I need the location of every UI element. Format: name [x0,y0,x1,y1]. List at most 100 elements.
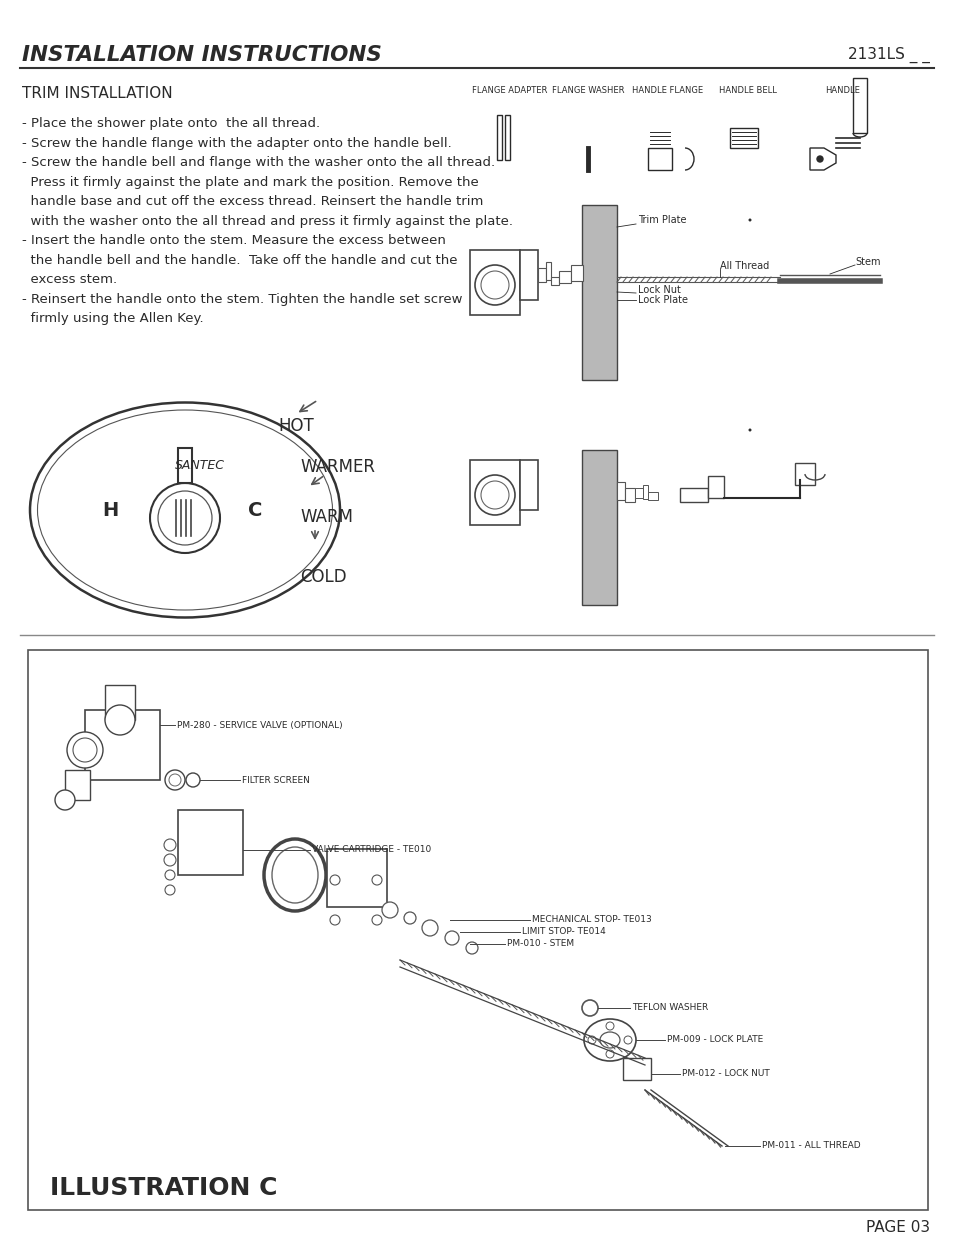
Bar [327,848,387,906]
Bar [65,769,90,800]
Text: INSTALLATION INSTRUCTIONS: INSTALLATION INSTRUCTIONS [22,44,381,65]
Bar [551,277,558,285]
Bar [537,268,545,282]
Text: PM-012 - LOCK NUT: PM-012 - LOCK NUT [681,1070,769,1078]
Bar [85,710,160,781]
Circle shape [165,769,185,790]
Text: FILTER SCREEN: FILTER SCREEN [242,776,310,784]
Bar [622,1058,650,1079]
Bar [571,266,582,282]
Text: PAGE 03: PAGE 03 [865,1220,929,1235]
Text: Lock Plate: Lock Plate [638,295,687,305]
Bar [519,249,537,300]
Text: WARM: WARM [299,508,353,526]
Bar [852,78,866,133]
Text: - Reinsert the handle onto the stem. Tighten the handle set screw: - Reinsert the handle onto the stem. Tig… [22,293,462,305]
Bar [642,485,647,499]
Text: FLANGE WASHER: FLANGE WASHER [551,86,623,95]
Text: HANDLE BELL: HANDLE BELL [719,86,776,95]
Bar [624,488,635,501]
Circle shape [165,885,174,895]
Bar [647,492,658,500]
Text: - Screw the handle flange with the adapter onto the handle bell.: - Screw the handle flange with the adapt… [22,137,452,149]
Text: 2131LS _ _: 2131LS _ _ [847,47,929,63]
Ellipse shape [599,1032,619,1049]
Text: Stem: Stem [854,257,880,267]
Circle shape [372,876,381,885]
Bar [707,475,723,498]
Text: HANDLE FLANGE: HANDLE FLANGE [632,86,702,95]
Circle shape [164,853,175,866]
Circle shape [444,931,458,945]
Text: - Insert the handle onto the stem. Measure the excess between: - Insert the handle onto the stem. Measu… [22,233,445,247]
Circle shape [330,915,339,925]
Bar [497,115,501,161]
Bar [581,450,617,605]
Bar [558,270,571,283]
Bar [581,205,617,380]
Bar [617,482,624,500]
Bar [519,459,537,510]
Text: PM-009 - LOCK PLATE: PM-009 - LOCK PLATE [666,1035,762,1045]
Bar [504,115,510,161]
Bar [679,488,707,501]
Circle shape [67,732,103,768]
Circle shape [165,869,174,881]
Text: WARMER: WARMER [299,458,375,475]
Circle shape [748,429,751,431]
Text: HOT: HOT [277,417,314,435]
Text: - Screw the handle bell and flange with the washer onto the all thread.: - Screw the handle bell and flange with … [22,156,495,169]
Text: H: H [102,500,118,520]
Text: FLANGE ADAPTER: FLANGE ADAPTER [472,86,547,95]
Text: All Thread: All Thread [720,261,768,270]
Circle shape [605,1023,614,1030]
Circle shape [372,915,381,925]
Text: the handle bell and the handle.  Take off the handle and cut the: the handle bell and the handle. Take off… [22,253,457,267]
Text: MECHANICAL STOP- TE013: MECHANICAL STOP- TE013 [532,915,651,925]
Bar [545,262,551,280]
Text: TEFLON WASHER: TEFLON WASHER [631,1004,707,1013]
Circle shape [164,839,175,851]
Circle shape [330,876,339,885]
Text: SANTEC: SANTEC [174,458,225,472]
Text: with the washer onto the all thread and press it firmly against the plate.: with the washer onto the all thread and … [22,215,513,227]
Circle shape [465,942,477,953]
Circle shape [605,1050,614,1058]
Text: C: C [248,500,262,520]
Circle shape [55,790,75,810]
Bar [470,249,519,315]
Text: excess stem.: excess stem. [22,273,117,287]
Text: PM-010 - STEM: PM-010 - STEM [506,940,574,948]
Circle shape [105,705,135,735]
Bar [729,128,758,148]
Circle shape [587,1036,596,1044]
Circle shape [169,774,181,785]
Bar [178,810,243,876]
Text: LIMIT STOP- TE014: LIMIT STOP- TE014 [521,927,605,936]
Circle shape [381,902,397,918]
Bar [470,459,519,525]
Circle shape [403,911,416,924]
Ellipse shape [583,1019,636,1061]
Circle shape [623,1036,631,1044]
Circle shape [73,739,97,762]
Bar [28,650,927,1210]
Text: Press it firmly against the plate and mark the position. Remove the: Press it firmly against the plate and ma… [22,175,478,189]
Polygon shape [809,148,835,170]
Text: HANDLE: HANDLE [824,86,860,95]
Bar [105,685,135,720]
Text: COLD: COLD [299,568,346,585]
Bar [178,448,192,483]
Polygon shape [647,148,671,170]
Circle shape [581,1000,598,1016]
Text: VALVE CARTRIDGE - TE010: VALVE CARTRIDGE - TE010 [312,846,431,855]
Text: PM-280 - SERVICE VALVE (OPTIONAL): PM-280 - SERVICE VALVE (OPTIONAL) [177,720,342,730]
Circle shape [421,920,437,936]
Text: handle base and cut off the excess thread. Reinsert the handle trim: handle base and cut off the excess threa… [22,195,483,207]
Circle shape [816,156,822,162]
Text: firmly using the Allen Key.: firmly using the Allen Key. [22,312,203,325]
Text: ILLUSTRATION C: ILLUSTRATION C [50,1176,277,1200]
Text: Trim Plate: Trim Plate [638,215,686,225]
Text: TRIM INSTALLATION: TRIM INSTALLATION [22,85,172,100]
Text: PM-011 - ALL THREAD: PM-011 - ALL THREAD [761,1141,860,1151]
